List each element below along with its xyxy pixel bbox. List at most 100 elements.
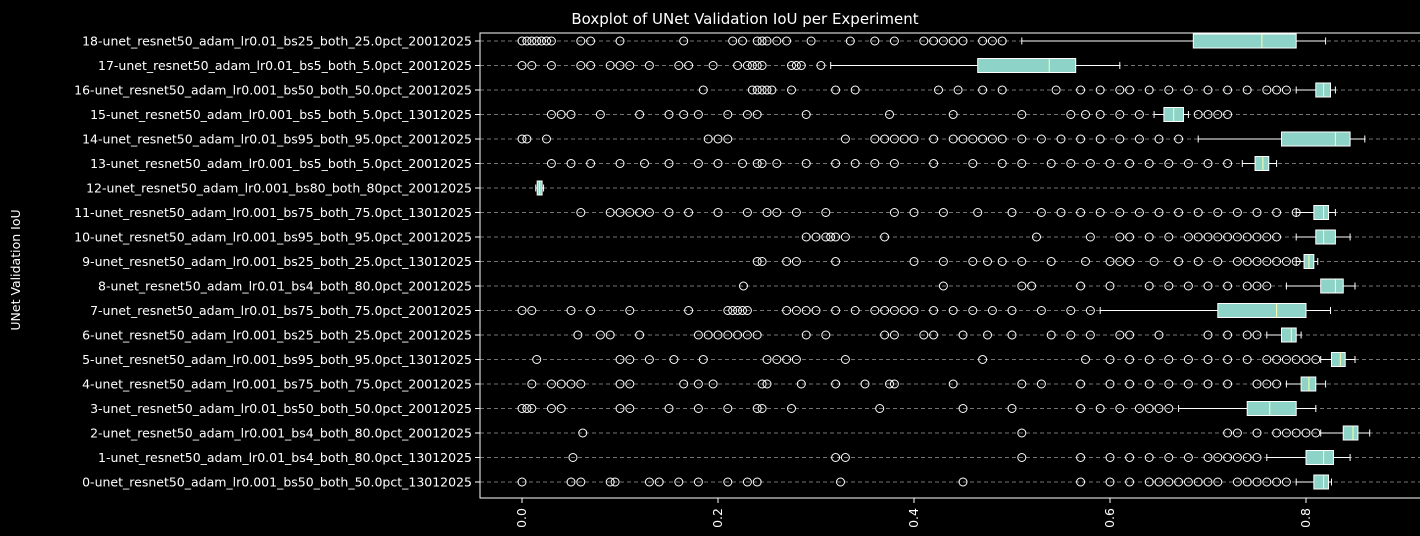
outlier-point xyxy=(791,208,801,217)
outlier-point xyxy=(1076,85,1086,95)
outlier-point xyxy=(811,232,821,242)
outlier-point xyxy=(556,404,566,413)
outlier-point xyxy=(1252,232,1262,242)
outlier-point xyxy=(752,110,762,119)
outlier-point xyxy=(929,306,939,315)
outlier-point xyxy=(1291,208,1301,217)
outlier-point xyxy=(752,257,762,266)
outlier-point xyxy=(578,428,588,438)
outlier-point xyxy=(1076,134,1086,144)
outlier-point xyxy=(1232,232,1242,242)
outlier-point xyxy=(791,306,801,315)
outlier-point xyxy=(1017,428,1027,438)
outlier-point xyxy=(1203,379,1213,389)
iqr-box xyxy=(1281,327,1297,343)
outlier-point xyxy=(1046,330,1056,340)
x-tick-label: 0.8 xyxy=(1298,508,1313,528)
outlier-point xyxy=(1125,330,1135,340)
outlier-point xyxy=(782,306,792,315)
outlier-point xyxy=(1272,355,1282,364)
outlier-point xyxy=(1125,232,1135,242)
outlier-point xyxy=(1242,232,1252,242)
outlier-point xyxy=(566,306,576,315)
outlier-point xyxy=(987,36,997,46)
outlier-point xyxy=(1076,281,1086,291)
outlier-point xyxy=(1007,208,1017,217)
outlier-point xyxy=(605,477,615,487)
outlier-point xyxy=(889,208,899,217)
outlier-point xyxy=(1272,379,1282,389)
iqr-box xyxy=(1313,205,1330,220)
outlier-point xyxy=(1232,453,1242,462)
outlier-point xyxy=(546,159,556,168)
outlier-point xyxy=(586,61,596,70)
outlier-point xyxy=(586,36,596,46)
outlier-point xyxy=(850,85,860,95)
outlier-point xyxy=(684,61,694,70)
outlier-point xyxy=(791,257,801,266)
outlier-point xyxy=(909,257,919,266)
outlier-point xyxy=(747,61,757,70)
outlier-point xyxy=(1144,355,1154,364)
outlier-point xyxy=(723,330,733,340)
outlier-point xyxy=(1252,330,1262,340)
outlier-point xyxy=(978,36,988,46)
outlier-point xyxy=(938,257,948,266)
x-tick-label: 0.2 xyxy=(710,508,725,528)
outlier-point xyxy=(595,110,605,119)
outlier-point xyxy=(1032,232,1041,242)
outlier-point xyxy=(1252,281,1262,291)
outlier-point xyxy=(728,36,738,46)
outlier-point xyxy=(772,208,782,217)
outlier-point xyxy=(644,477,654,487)
outlier-point xyxy=(644,61,654,70)
outlier-point xyxy=(546,36,556,46)
outlier-point xyxy=(983,257,992,266)
outlier-point xyxy=(522,134,532,144)
outlier-point xyxy=(693,159,703,168)
outlier-point xyxy=(527,379,537,389)
outlier-point xyxy=(997,36,1007,46)
outlier-point xyxy=(889,330,899,340)
outlier-point xyxy=(1164,281,1174,291)
outlier-point xyxy=(938,208,948,217)
outlier-point xyxy=(801,110,811,119)
y-tick-label: 1-unet_resnet50_adam_lr0.01_bs4_both_80.… xyxy=(98,450,472,465)
outlier-point xyxy=(983,330,992,340)
outlier-point xyxy=(1242,257,1252,266)
outlier-point xyxy=(1281,428,1291,438)
outlier-point xyxy=(1223,355,1233,364)
outlier-point xyxy=(1223,330,1233,340)
outlier-point xyxy=(1081,110,1090,119)
box-series-item xyxy=(573,327,1302,343)
outlier-point xyxy=(1213,232,1223,242)
outlier-point xyxy=(1017,453,1027,462)
outlier-point xyxy=(635,208,645,217)
outlier-point xyxy=(679,379,689,389)
outlier-point xyxy=(840,232,850,242)
box-series-item xyxy=(517,401,1317,416)
outlier-point xyxy=(1311,428,1321,438)
box-series-item xyxy=(546,156,1278,171)
outlier-point xyxy=(1252,208,1262,217)
outlier-point xyxy=(1144,477,1154,487)
outlier-point xyxy=(840,355,850,364)
outlier-point xyxy=(542,134,551,144)
box-series-item xyxy=(752,254,1319,269)
outlier-point xyxy=(973,208,983,217)
box-series-item xyxy=(517,474,1332,490)
outlier-point xyxy=(948,110,958,119)
outlier-point xyxy=(816,61,826,70)
outlier-point xyxy=(782,36,792,46)
plot-frame xyxy=(479,32,1420,499)
outlier-point xyxy=(1017,134,1027,144)
outlier-point xyxy=(546,404,556,413)
iqr-box xyxy=(1281,131,1351,147)
outlier-point xyxy=(958,330,968,340)
outlier-point xyxy=(1095,208,1105,217)
outlier-point xyxy=(958,404,968,413)
outlier-point xyxy=(1017,379,1027,389)
outlier-point xyxy=(1242,355,1252,364)
outlier-point xyxy=(723,306,733,315)
outlier-point xyxy=(573,330,583,340)
